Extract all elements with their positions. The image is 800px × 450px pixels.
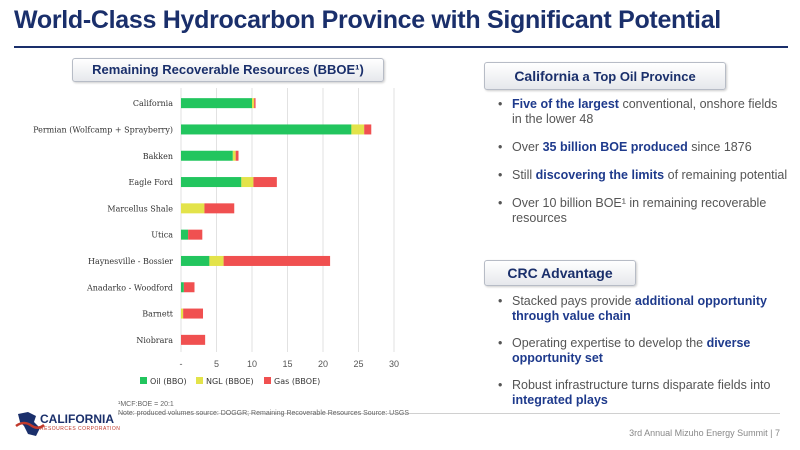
legend-swatch <box>140 377 147 384</box>
bar-segment <box>183 282 195 293</box>
bar-segment <box>232 150 236 161</box>
california-header-main: California <box>514 68 579 84</box>
bullet-text: Still <box>512 168 536 182</box>
category-label: Anadarko - Woodford <box>86 283 173 292</box>
highlight-text: diverse opportunity set <box>512 336 751 365</box>
bullet-text: Operating expertise to develop the <box>512 336 707 350</box>
bar-segment <box>181 124 352 135</box>
crc-bullets: Stacked pays provide additional opportun… <box>498 294 788 420</box>
resources-chart: California Permian (Wolfcamp + Sprayberry… <box>33 88 400 386</box>
bar-segment <box>364 124 372 135</box>
california-header: California a Top Oil Province <box>484 62 726 90</box>
bar-segment <box>252 98 255 109</box>
page-title: World-Class Hydrocarbon Province with Si… <box>14 6 721 34</box>
x-tick-label: 5 <box>214 359 219 369</box>
crc-header: CRC Advantage <box>484 260 636 286</box>
crc-bullet: Operating expertise to develop the diver… <box>498 336 788 366</box>
x-tick-label: 10 <box>247 359 257 369</box>
highlight-text: additional opportunity through value cha… <box>512 294 767 323</box>
bar-segment <box>235 150 239 161</box>
bullet-text: Stacked pays provide <box>512 294 635 308</box>
bar-segment <box>351 124 365 135</box>
chart-bars <box>181 98 372 345</box>
bar-segment <box>181 334 206 345</box>
california-bullet: Five of the largest conventional, onshor… <box>498 97 788 127</box>
california-header-rest: a Top Oil Province <box>578 69 696 84</box>
bar-segment <box>181 282 184 293</box>
highlight-text: Five of the largest <box>512 97 619 111</box>
bar-segment <box>181 150 233 161</box>
bar-segment <box>181 308 184 319</box>
legend-label: Gas (BBOE) <box>274 377 320 386</box>
bullet-text: Over 10 billion BOE¹ in remaining recove… <box>512 196 767 225</box>
footer-divider <box>118 413 780 414</box>
legend-label: NGL (BBOE) <box>206 377 254 386</box>
footnote-conversion: ¹MCF:BOE = 20:1 <box>118 401 174 408</box>
category-label: Marcellus Shale <box>107 204 173 213</box>
bullet-text: of remaining potential <box>664 168 788 182</box>
bar-segment <box>183 308 204 319</box>
bar-segment <box>181 203 205 214</box>
chart-legend: Oil (BBO) NGL (BBOE) Gas (BBOE) <box>140 377 320 386</box>
footnotes: ¹MCF:BOE = 20:1 Note: produced volumes s… <box>118 400 409 418</box>
bar-segment <box>188 229 203 240</box>
category-label: Barnett <box>142 310 174 319</box>
category-label: Permian (Wolfcamp + Sprayberry) <box>33 125 173 134</box>
logo-name: CALIFORNIA <box>40 412 114 426</box>
bar-segment <box>181 229 189 240</box>
chart-category-labels: California Permian (Wolfcamp + Sprayberry… <box>33 99 174 345</box>
bar-segment <box>204 203 235 214</box>
california-bullet: Over 10 billion BOE¹ in remaining recove… <box>498 196 788 226</box>
bar-segment <box>181 98 252 109</box>
category-label: California <box>133 99 173 108</box>
category-label: Haynesville - Bossier <box>88 257 173 266</box>
legend-swatch <box>264 377 271 384</box>
legend-label: Oil (BBO) <box>150 377 187 386</box>
california-bullets: Five of the largest conventional, onshor… <box>498 97 788 239</box>
bullet-text: Over <box>512 140 543 154</box>
category-label: Eagle Ford <box>129 178 173 187</box>
category-label: Utica <box>151 231 173 240</box>
bar-segment <box>241 177 254 188</box>
x-tick-label: 20 <box>318 359 328 369</box>
chart-header: Remaining Recoverable Resources (BBOE¹) <box>72 58 384 82</box>
bullet-text: Robust infrastructure turns disparate fi… <box>512 378 771 392</box>
bar-segment <box>209 255 224 266</box>
x-tick-label: 15 <box>282 359 292 369</box>
x-tick-label: 30 <box>389 359 399 369</box>
chart-x-ticks: - 5 10 15 20 25 30 <box>180 359 400 369</box>
logo-subtitle: RESOURCES CORPORATION <box>40 426 121 432</box>
california-bullet: Over 35 billion BOE produced since 1876 <box>498 140 788 155</box>
title-divider <box>14 46 788 48</box>
footer-text: 3rd Annual Mizuho Energy Summit | 7 <box>629 428 780 438</box>
bar-segment <box>181 177 242 188</box>
bar-segment <box>223 255 331 266</box>
crc-bullet: Stacked pays provide additional opportun… <box>498 294 788 324</box>
bar-segment <box>254 98 256 109</box>
highlight-text: integrated plays <box>512 393 608 407</box>
bar-segment <box>253 177 277 188</box>
bar-segment <box>181 255 210 266</box>
legend-swatch <box>196 377 203 384</box>
crc-bullet: Robust infrastructure turns disparate fi… <box>498 378 788 408</box>
highlight-text: discovering the limits <box>535 168 665 182</box>
x-tick-label: - <box>180 359 183 369</box>
footnote-sources: Note: produced volumes source: DOGGR; Re… <box>118 410 410 417</box>
bullet-text: conventional, onshore fields in the lowe… <box>512 97 778 126</box>
category-label: Niobrara <box>136 336 173 345</box>
california-bullet: Still discovering the limits of remainin… <box>498 168 788 183</box>
category-label: Bakken <box>143 152 173 161</box>
highlight-text: 35 billion BOE produced <box>542 140 688 154</box>
x-tick-label: 25 <box>353 359 363 369</box>
company-logo-icon <box>15 412 45 436</box>
bullet-text: since 1876 <box>687 140 752 154</box>
